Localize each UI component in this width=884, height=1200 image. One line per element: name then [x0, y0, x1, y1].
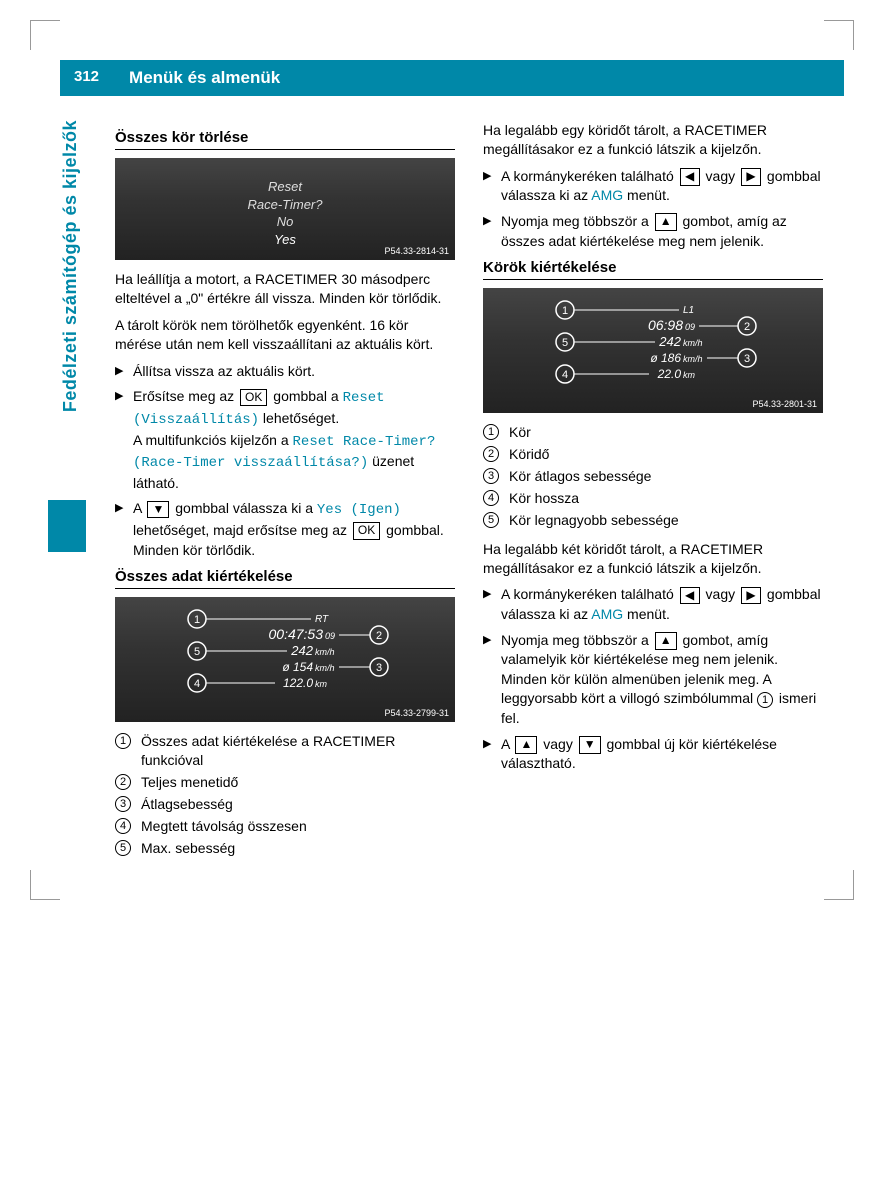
svg-text:3: 3 [376, 662, 382, 674]
step-item: ▶ A ▼ gombbal válassza ki a Yes (Igen) l… [115, 499, 455, 560]
key-left: ◀ [680, 168, 700, 186]
svg-text:1: 1 [194, 614, 200, 626]
svg-text:ø 186: ø 186 [650, 351, 681, 365]
section-title-lap-eval: Körök kiértékelése [483, 259, 823, 280]
key-left: ◀ [680, 587, 700, 605]
svg-text:242: 242 [290, 643, 313, 658]
left-column: Összes kör törlése Reset Race-Timer? No … [115, 121, 455, 860]
svg-text:km/h: km/h [683, 354, 703, 364]
display-code: P54.33-2799-31 [384, 708, 449, 718]
step-item: ▶ A kormánykeréken található ◀ vagy ▶ go… [483, 167, 823, 206]
svg-text:3: 3 [744, 353, 750, 365]
svg-text:km/h: km/h [315, 647, 335, 657]
right-column: Ha legalább egy köridőt tárolt, a RACETI… [483, 121, 823, 860]
section-title-delete-laps: Összes kör törlése [115, 129, 455, 150]
key-up: ▲ [655, 632, 677, 650]
menu-amg: AMG [591, 606, 623, 622]
key-right: ▶ [741, 587, 761, 605]
legend-item: 2Köridő [483, 445, 823, 464]
svg-text:4: 4 [194, 678, 200, 690]
display-lap-data: L1 06:9809 242km/h ø 186km/h 22.0km 1 [483, 288, 823, 413]
key-down: ▼ [579, 736, 601, 754]
side-tab-block [48, 500, 86, 552]
display-all-data: RT 00:47:5309 242km/h ø 154km/h 122.0km … [115, 597, 455, 722]
menu-amg: AMG [591, 187, 623, 203]
svg-text:122.0: 122.0 [283, 676, 313, 690]
step-item: ▶ Erősítse meg az OK gombbal a Reset (Vi… [115, 387, 455, 493]
step-item: ▶ A kormánykeréken található ◀ vagy ▶ go… [483, 585, 823, 624]
legend-item: 3Kör átlagos sebessége [483, 467, 823, 486]
step-item: ▶ Nyomja meg többször a ▲ gombot, amíg a… [483, 212, 823, 251]
key-ok: OK [353, 522, 380, 540]
display-line: No [115, 213, 455, 231]
key-ok: OK [240, 389, 267, 407]
step-marker: ▶ [115, 362, 133, 382]
legend-item: 3Átlagsebesség [115, 795, 455, 814]
paragraph: Ha legalább két köridőt tárolt, a RACETI… [483, 540, 823, 578]
section-title-all-data: Összes adat kiértékelése [115, 568, 455, 589]
svg-text:km/h: km/h [315, 663, 335, 673]
display-reset-racetimer: Reset Race-Timer? No Yes P54.33-2814-31 [115, 158, 455, 260]
step-marker: ▶ [483, 212, 501, 251]
page-header: 312 Menük és almenük [60, 60, 844, 96]
display-line: Race-Timer? [115, 196, 455, 214]
step-marker: ▶ [483, 585, 501, 624]
side-tab-label: Fedélzeti számítógép és kijelzők [60, 120, 81, 412]
display-code: P54.33-2801-31 [752, 399, 817, 409]
svg-text:00:47:53: 00:47:53 [269, 626, 324, 642]
svg-text:5: 5 [562, 337, 568, 349]
svg-text:06:98: 06:98 [648, 317, 683, 333]
legend-item: 5Kör legnagyobb sebessége [483, 511, 823, 530]
svg-text:5: 5 [194, 646, 200, 658]
svg-text:km/h: km/h [683, 338, 703, 348]
svg-text:09: 09 [685, 322, 695, 332]
display-code: P54.33-2814-31 [384, 246, 449, 256]
svg-text:1: 1 [562, 305, 568, 317]
legend-item: 5Max. sebesség [115, 839, 455, 858]
step-marker: ▶ [483, 631, 501, 729]
svg-text:4: 4 [562, 369, 568, 381]
legend-item: 1Összes adat kiértékelése a RACETIMER fu… [115, 732, 455, 770]
svg-text:km: km [683, 370, 696, 380]
legend-item: 2Teljes menetidő [115, 773, 455, 792]
step-item: ▶ Nyomja meg többször a ▲ gombot, amíg v… [483, 631, 823, 729]
svg-text:km: km [315, 679, 328, 689]
step-item: ▶ Állítsa vissza az aktuális kört. [115, 362, 455, 382]
menu-option-yes: Yes (Igen) [317, 502, 401, 518]
step-marker: ▶ [115, 499, 133, 560]
display-line: Reset [115, 178, 455, 196]
step-text: Állítsa vissza az aktuális kört. [133, 363, 315, 379]
paragraph: A tárolt körök nem törölhetők egyenként.… [115, 316, 455, 354]
svg-text:22.0: 22.0 [657, 367, 682, 381]
svg-text:2: 2 [744, 321, 750, 333]
svg-text:242: 242 [658, 334, 681, 349]
legend-item: 4Kör hossza [483, 489, 823, 508]
svg-text:2: 2 [376, 630, 382, 642]
step-marker: ▶ [483, 735, 501, 774]
key-up: ▲ [515, 736, 537, 754]
paragraph: Ha leállítja a motort, a RACETIMER 30 má… [115, 270, 455, 308]
display-rt-label: RT [315, 614, 329, 625]
legend-item: 4Megtett távolság összesen [115, 817, 455, 836]
key-down: ▼ [147, 501, 169, 519]
paragraph: Ha legalább egy köridőt tárolt, a RACETI… [483, 121, 823, 159]
svg-text:L1: L1 [683, 305, 694, 316]
step-item: ▶ A ▲ vagy ▼ gombbal új kör kiértékelése… [483, 735, 823, 774]
key-right: ▶ [741, 168, 761, 186]
svg-text:ø 154: ø 154 [282, 660, 313, 674]
key-up: ▲ [655, 213, 677, 231]
svg-text:09: 09 [325, 631, 335, 641]
page-title: Menük és almenük [113, 60, 844, 96]
step-marker: ▶ [483, 167, 501, 206]
page-number: 312 [60, 60, 113, 96]
step-marker: ▶ [115, 387, 133, 493]
legend-item: 1Kör [483, 423, 823, 442]
